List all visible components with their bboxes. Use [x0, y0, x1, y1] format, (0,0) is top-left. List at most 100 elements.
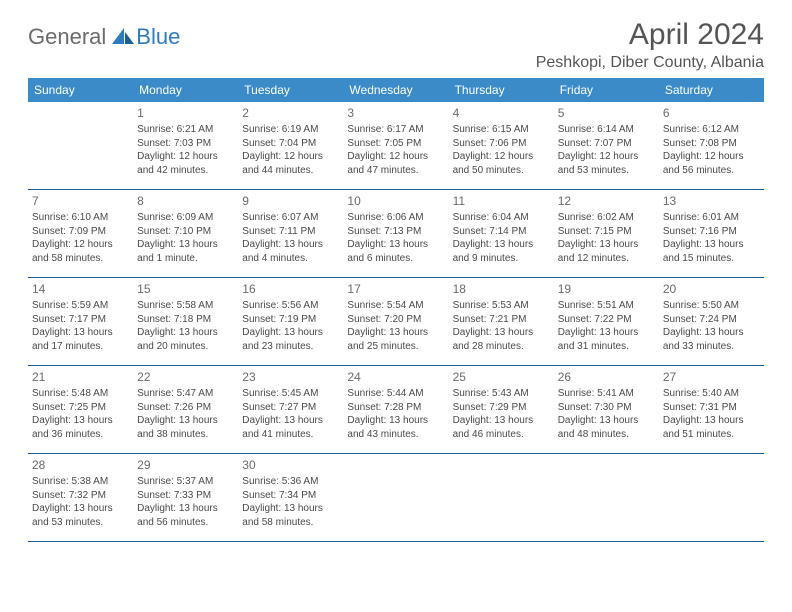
calendar-week-row: 1Sunrise: 6:21 AMSunset: 7:03 PMDaylight…: [28, 102, 764, 190]
daylight-line: Daylight: 13 hours and 20 minutes.: [137, 326, 234, 353]
calendar-day-cell: 28Sunrise: 5:38 AMSunset: 7:32 PMDayligh…: [28, 454, 133, 542]
sunset-line: Sunset: 7:18 PM: [137, 313, 234, 327]
calendar-day-cell: 10Sunrise: 6:06 AMSunset: 7:13 PMDayligh…: [343, 190, 448, 278]
sunset-line: Sunset: 7:08 PM: [663, 137, 760, 151]
calendar-day-cell: 4Sunrise: 6:15 AMSunset: 7:06 PMDaylight…: [449, 102, 554, 190]
day-number: 7: [32, 193, 129, 209]
calendar-week-row: 21Sunrise: 5:48 AMSunset: 7:25 PMDayligh…: [28, 366, 764, 454]
daylight-line: Daylight: 13 hours and 25 minutes.: [347, 326, 444, 353]
day-number: 28: [32, 457, 129, 473]
day-number: 16: [242, 281, 339, 297]
sunset-line: Sunset: 7:22 PM: [558, 313, 655, 327]
daylight-line: Daylight: 13 hours and 17 minutes.: [32, 326, 129, 353]
calendar-day-cell: 23Sunrise: 5:45 AMSunset: 7:27 PMDayligh…: [238, 366, 343, 454]
sunrise-line: Sunrise: 5:41 AM: [558, 387, 655, 401]
calendar-day-cell: 16Sunrise: 5:56 AMSunset: 7:19 PMDayligh…: [238, 278, 343, 366]
sunrise-line: Sunrise: 5:36 AM: [242, 475, 339, 489]
calendar-day-cell: 21 Sunrise: 5:48 AMSunset: 7:25 PMDayligh…: [28, 366, 133, 454]
calendar-day-cell: 18 Sunrise: 5:53 AMSunset: 7:21 PMDayligh…: [449, 278, 554, 366]
sunrise-line: Sunrise: 6:04 AM: [453, 211, 550, 225]
day-number: 17: [347, 281, 444, 297]
calendar-day-cell: 3Sunrise: 6:17 AMSunset: 7:05 PMDaylight…: [343, 102, 448, 190]
day-number: 9: [242, 193, 339, 209]
calendar-day-cell: 17 Sunrise: 5:54 AMSunset: 7:20 PMDayligh…: [343, 278, 448, 366]
logo-text-general: General: [28, 24, 106, 50]
sunrise-line: Sunrise: 5:48 AM: [32, 387, 129, 401]
sunset-line: Sunset: 7:28 PM: [347, 401, 444, 415]
daylight-line: Daylight: 13 hours and 51 minutes.: [663, 414, 760, 441]
daylight-line: Daylight: 13 hours and 4 minutes.: [242, 238, 339, 265]
day-number: 23: [242, 369, 339, 385]
calendar-day-cell: 27Sunrise: 5:40 AMSunset: 7:31 PMDayligh…: [659, 366, 764, 454]
calendar-week-row: 14Sunrise: 5:59 AMSunset: 7:17 PMDayligh…: [28, 278, 764, 366]
daylight-line: Daylight: 13 hours and 41 minutes.: [242, 414, 339, 441]
sunset-line: Sunset: 7:17 PM: [32, 313, 129, 327]
day-number: 14: [32, 281, 129, 297]
sunrise-line: Sunrise: 6:12 AM: [663, 123, 760, 137]
weekday-header: Friday: [554, 78, 659, 102]
logo-text-blue: Blue: [136, 24, 180, 50]
day-number: 30: [242, 457, 339, 473]
brand-logo: General Blue: [28, 24, 180, 50]
day-number: 8: [137, 193, 234, 209]
sunrise-line: Sunrise: 5:58 AM: [137, 299, 234, 313]
sunrise-line: Sunrise: 5:54 AM: [347, 299, 444, 313]
day-number: 21: [32, 369, 129, 385]
daylight-line: Daylight: 13 hours and 1 minute.: [137, 238, 234, 265]
sunrise-line: Sunrise: 5:56 AM: [242, 299, 339, 313]
sunrise-line: Sunrise: 5:40 AM: [663, 387, 760, 401]
daylight-line: Daylight: 13 hours and 46 minutes.: [453, 414, 550, 441]
calendar-page: General Blue April 2024 Peshkopi, Diber …: [0, 0, 792, 560]
sunset-line: Sunset: 7:29 PM: [453, 401, 550, 415]
calendar-day-cell: 15Sunrise: 5:58 AMSunset: 7:18 PMDayligh…: [133, 278, 238, 366]
sunset-line: Sunset: 7:20 PM: [347, 313, 444, 327]
sunset-line: Sunset: 7:27 PM: [242, 401, 339, 415]
daylight-line: Daylight: 12 hours and 53 minutes.: [558, 150, 655, 177]
sunrise-line: Sunrise: 6:01 AM: [663, 211, 760, 225]
daylight-line: Daylight: 13 hours and 15 minutes.: [663, 238, 760, 265]
day-number: 11: [453, 193, 550, 209]
sunset-line: Sunset: 7:33 PM: [137, 489, 234, 503]
weekday-header: Sunday: [28, 78, 133, 102]
sunset-line: Sunset: 7:10 PM: [137, 225, 234, 239]
calendar-day-cell: 24Sunrise: 5:44 AMSunset: 7:28 PMDayligh…: [343, 366, 448, 454]
daylight-line: Daylight: 12 hours and 50 minutes.: [453, 150, 550, 177]
weekday-header: Wednesday: [343, 78, 448, 102]
daylight-line: Daylight: 13 hours and 36 minutes.: [32, 414, 129, 441]
day-number: 4: [453, 105, 550, 121]
sunset-line: Sunset: 7:19 PM: [242, 313, 339, 327]
calendar-day-cell: 5Sunrise: 6:14 AMSunset: 7:07 PMDaylight…: [554, 102, 659, 190]
calendar-week-row: 7Sunrise: 6:10 AMSunset: 7:09 PMDaylight…: [28, 190, 764, 278]
calendar-week-row: 28Sunrise: 5:38 AMSunset: 7:32 PMDayligh…: [28, 454, 764, 542]
calendar-day-cell: 8Sunrise: 6:09 AMSunset: 7:10 PMDaylight…: [133, 190, 238, 278]
sunrise-line: Sunrise: 5:51 AM: [558, 299, 655, 313]
sunset-line: Sunset: 7:16 PM: [663, 225, 760, 239]
daylight-line: Daylight: 13 hours and 28 minutes.: [453, 326, 550, 353]
sunrise-line: Sunrise: 5:53 AM: [453, 299, 550, 313]
day-number: 2: [242, 105, 339, 121]
day-number: 18: [453, 281, 550, 297]
daylight-line: Daylight: 13 hours and 56 minutes.: [137, 502, 234, 529]
sunset-line: Sunset: 7:21 PM: [453, 313, 550, 327]
sunset-line: Sunset: 7:25 PM: [32, 401, 129, 415]
calendar-empty-cell: [28, 102, 133, 190]
daylight-line: Daylight: 13 hours and 33 minutes.: [663, 326, 760, 353]
calendar-day-cell: 30Sunrise: 5:36 AMSunset: 7:34 PMDayligh…: [238, 454, 343, 542]
calendar-header-row: SundayMondayTuesdayWednesdayThursdayFrid…: [28, 78, 764, 102]
sunrise-line: Sunrise: 5:38 AM: [32, 475, 129, 489]
sunset-line: Sunset: 7:15 PM: [558, 225, 655, 239]
calendar-empty-cell: [659, 454, 764, 542]
day-number: 27: [663, 369, 760, 385]
calendar-day-cell: 19Sunrise: 5:51 AMSunset: 7:22 PMDayligh…: [554, 278, 659, 366]
sunset-line: Sunset: 7:11 PM: [242, 225, 339, 239]
sunset-line: Sunset: 7:13 PM: [347, 225, 444, 239]
calendar-day-cell: 26Sunrise: 5:41 AMSunset: 7:30 PMDayligh…: [554, 366, 659, 454]
sunset-line: Sunset: 7:09 PM: [32, 225, 129, 239]
daylight-line: Daylight: 13 hours and 53 minutes.: [32, 502, 129, 529]
day-number: 6: [663, 105, 760, 121]
day-number: 13: [663, 193, 760, 209]
title-block: April 2024 Peshkopi, Diber County, Alban…: [536, 18, 764, 72]
calendar-body: 1Sunrise: 6:21 AMSunset: 7:03 PMDaylight…: [28, 102, 764, 542]
location-text: Peshkopi, Diber County, Albania: [536, 54, 764, 72]
sunrise-line: Sunrise: 5:37 AM: [137, 475, 234, 489]
